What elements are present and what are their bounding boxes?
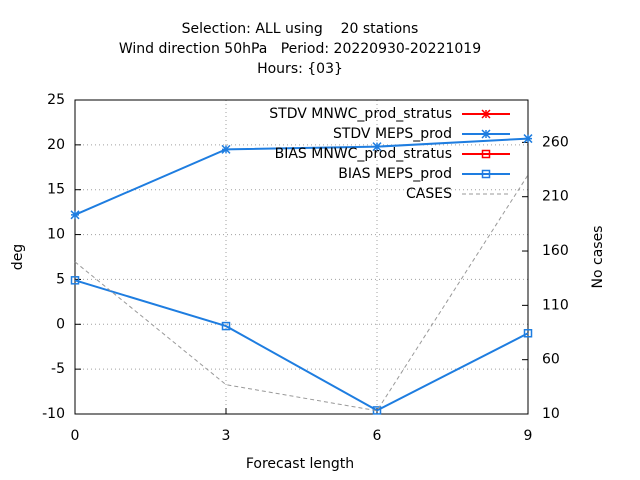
series-line — [74, 137, 529, 216]
y-tick-label: 0 — [56, 316, 65, 332]
marker — [221, 144, 231, 154]
x-tick-label: 0 — [71, 428, 80, 444]
x-axis-label: Forecast length — [246, 456, 354, 472]
marker — [481, 149, 491, 159]
series-line — [74, 174, 529, 412]
legend-label: STDV MEPS_prod — [333, 126, 452, 142]
marker — [523, 134, 533, 144]
marker — [481, 169, 491, 179]
legend-label: BIAS MNWC_prod_stratus — [275, 146, 452, 162]
x-tick-label: 3 — [222, 428, 231, 444]
y2-tick-label: 60 — [542, 352, 560, 368]
y2-tick-label: 10 — [542, 406, 560, 422]
y-axis-label: deg — [10, 244, 26, 270]
legend-label: STDV MNWC_prod_stratus — [269, 106, 452, 122]
marker — [70, 210, 80, 220]
marker — [481, 109, 491, 119]
plot-frame — [74, 99, 529, 415]
x-tick-label: 6 — [373, 428, 382, 444]
y-tick-label: 20 — [47, 137, 65, 153]
title-line: Selection: ALL using 20 stations — [182, 21, 419, 37]
y-tick-label: -5 — [51, 361, 65, 377]
marker — [221, 321, 231, 331]
y2-tick-label: 160 — [542, 243, 569, 259]
y2-tick-label: 260 — [542, 134, 569, 150]
x-tick-label: 9 — [524, 428, 533, 444]
y-tick-label: 15 — [47, 182, 65, 198]
y-tick-label: 25 — [47, 92, 65, 108]
legend-label: BIAS MEPS_prod — [338, 166, 452, 182]
y-tick-label: 10 — [47, 227, 65, 243]
y2-axis-label: No cases — [590, 226, 606, 289]
y2-tick-label: 110 — [542, 297, 569, 313]
y2-tick-label: 210 — [542, 189, 569, 205]
marker — [70, 276, 80, 285]
series-line — [74, 279, 529, 412]
marker — [523, 329, 533, 338]
legend-label: CASES — [406, 186, 452, 202]
marker — [481, 129, 491, 139]
y-tick-label: 5 — [56, 271, 65, 287]
title-line: Hours: {03} — [257, 61, 343, 77]
title-line: Wind direction 50hPa Period: 20220930-20… — [119, 41, 481, 57]
y-tick-label: -10 — [42, 406, 65, 422]
marker — [372, 142, 382, 152]
